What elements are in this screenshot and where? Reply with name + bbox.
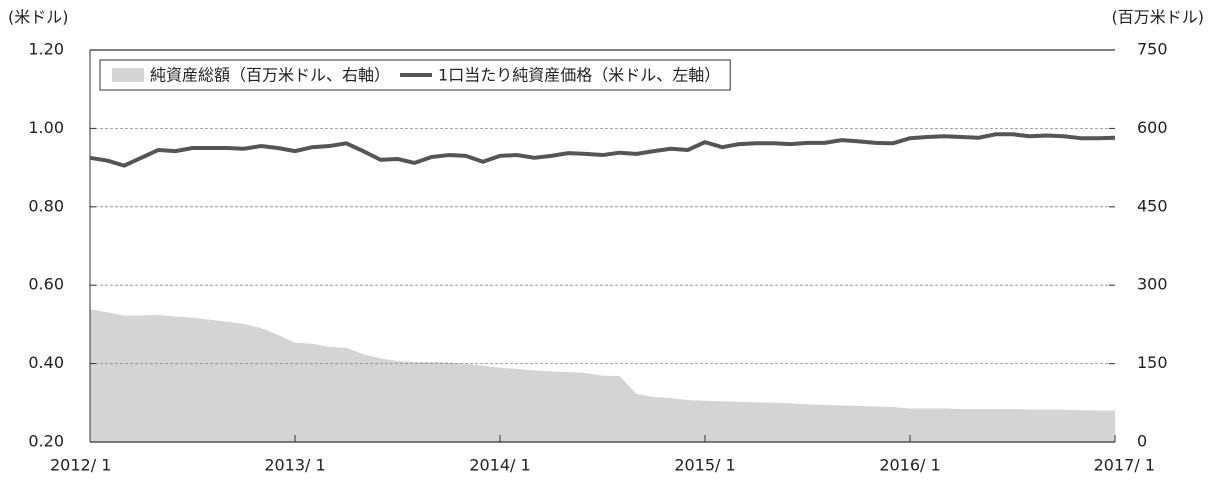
area-layer xyxy=(90,309,1115,442)
x-tick-label: 2017/ 1 xyxy=(1094,456,1155,475)
y2-tick-label: 300 xyxy=(1137,275,1168,294)
y2-tick-label: 450 xyxy=(1137,196,1168,215)
x-tick-label: 2016/ 1 xyxy=(879,456,940,475)
legend: 純資産総額（百万米ドル、右軸） 1口当たり純資産価格（米ドル、左軸） xyxy=(99,59,731,91)
y2-tick-label: 750 xyxy=(1137,40,1168,59)
line-layer xyxy=(89,132,1116,168)
x-tick-label: 2013/ 1 xyxy=(264,456,325,475)
legend-swatch xyxy=(112,68,144,82)
x-tick-label: 2012/ 1 xyxy=(50,456,111,475)
y-tick-label: 1.00 xyxy=(28,118,64,137)
y2-unit-label: (百万米ドル) xyxy=(1112,8,1205,27)
legend-label: 純資産総額（百万米ドル、右軸） xyxy=(150,66,390,85)
y-tick-label: 1.20 xyxy=(28,40,64,59)
x-tick-label: 2014/ 1 xyxy=(469,456,530,475)
y-tick-label: 0.20 xyxy=(28,432,64,451)
y-unit-label: (米ドル) xyxy=(8,8,69,27)
line xyxy=(89,132,1116,168)
x-tick-label: 2015/ 1 xyxy=(674,456,735,475)
y2-tick-label: 600 xyxy=(1137,118,1168,137)
legend-label: 1口当たり純資産価格（米ドル、左軸） xyxy=(438,66,720,85)
grid-layer xyxy=(89,49,1116,443)
y-tick-label: 0.40 xyxy=(28,353,64,372)
y2-tick-label: 0 xyxy=(1137,432,1147,451)
y2-tick-label: 150 xyxy=(1137,353,1168,372)
area xyxy=(90,309,1115,442)
y-tick-label: 0.60 xyxy=(28,275,64,294)
y-tick-label: 0.80 xyxy=(28,196,64,215)
